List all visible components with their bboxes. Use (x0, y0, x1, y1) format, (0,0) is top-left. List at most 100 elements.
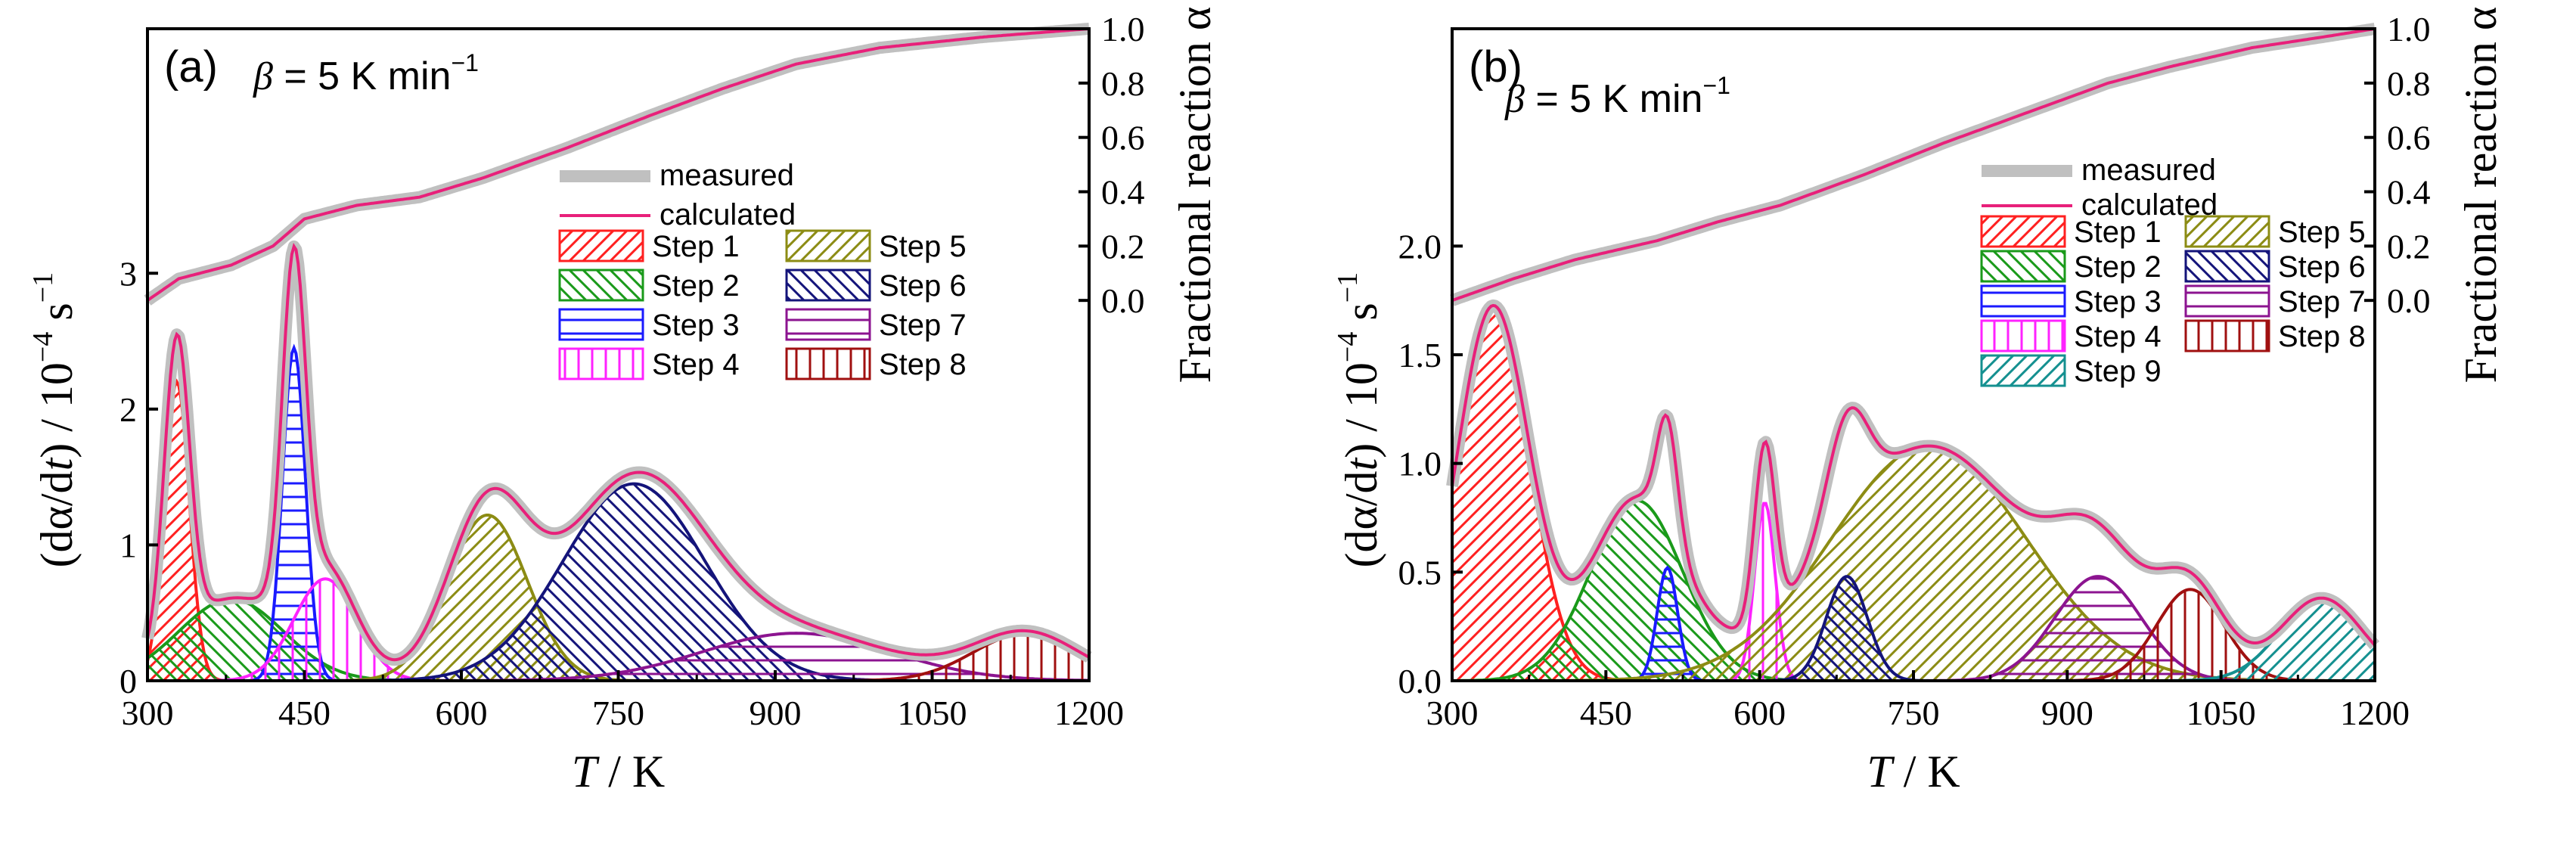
panel-label: (a) (164, 42, 218, 92)
x-tick-label: 1200 (1054, 694, 1124, 732)
y-left-tick-label: 1 (119, 526, 137, 564)
y-left-tick-label: 3 (119, 254, 137, 293)
y-right-tick-label: 1.0 (1101, 10, 1145, 48)
y-right-axis-title: Fractional reaction α (2456, 7, 2506, 383)
legend-measured-label: measured (660, 159, 794, 192)
x-tick-label: 1200 (2340, 694, 2410, 732)
legend-swatch-step-1 (1980, 215, 2066, 248)
legend-swatch-step-4 (1980, 319, 2066, 352)
step-area-5 (1452, 446, 2375, 681)
legend-label-step-2: Step 2 (652, 269, 740, 303)
x-tick-label: 900 (2041, 694, 2093, 732)
legend-label-step-1: Step 1 (2074, 216, 2162, 249)
y-right-tick-label: 0.0 (1101, 281, 1145, 320)
x-tick-label: 900 (750, 694, 802, 732)
step-area-4 (147, 579, 1089, 681)
x-tick-label: 600 (1733, 694, 1786, 732)
step-area-6 (147, 483, 1089, 681)
panel-b: 300 450 600 750 900 1050 1200 0.0 0.5 1.0 1.5 2.0 0.… (1332, 7, 2506, 796)
legend-label-step-5: Step 5 (2278, 216, 2366, 249)
legend-swatch-step-2 (558, 269, 644, 302)
legend-label-step-3: Step 3 (2074, 285, 2162, 318)
legend-swatch-step-5 (2184, 215, 2270, 248)
y-left-axis-title: (dα/dt) / 10−4 s−1 (27, 272, 82, 568)
y-left-tick-label: 1.0 (1398, 445, 1442, 483)
x-tick-label: 1050 (898, 694, 967, 732)
y-right-tick-label: 0.6 (1101, 119, 1145, 157)
legend-label-step-9: Step 9 (2074, 355, 2162, 388)
y-right-tick-label: 0.0 (2387, 281, 2431, 320)
x-tick-label: 750 (1888, 694, 1940, 732)
step-area-9 (1452, 598, 2375, 681)
legend-calculated-label: calculated (660, 198, 796, 231)
x-tick-label: 600 (436, 694, 488, 732)
x-tick-label: 450 (278, 694, 331, 732)
legend-swatch-step-9 (1980, 354, 2066, 387)
legend-swatch-step-3 (1980, 284, 2066, 318)
legend-swatch-step-8 (2184, 319, 2270, 352)
y-left-tick-label: 2 (119, 390, 137, 429)
x-axis-title: T / K (1867, 747, 1960, 796)
y-right-tick-label: 0.6 (2387, 119, 2431, 157)
panel-a: 300 450 600 750 900 1050 1200 0 1 2 3 0.0 0.2 0.4 0.6 0… (27, 7, 1220, 796)
legend-swatch-step-3 (558, 308, 644, 341)
y-left-tick-label: 0 (119, 662, 137, 700)
y-left-tick-label: 0.5 (1398, 553, 1442, 592)
y-right-tick-label: 0.2 (2387, 227, 2431, 265)
y-left-tick-label: 2.0 (1398, 227, 1442, 265)
legend-label-step-7: Step 7 (2278, 285, 2366, 318)
x-tick-label: 300 (1426, 694, 1479, 732)
x-tick-label: 1050 (2186, 694, 2256, 732)
legend-swatch-step-8 (785, 347, 871, 380)
legend-label-step-7: Step 7 (879, 309, 967, 342)
legend-label-step-5: Step 5 (879, 230, 967, 263)
x-tick-label: 450 (1580, 694, 1632, 732)
legend-swatch-step-5 (785, 229, 871, 262)
heating-rate-annotation: β = 5 K min−1 (1504, 72, 1730, 121)
step-area-8 (1452, 589, 2375, 681)
legend-swatch-step-2 (1980, 250, 2066, 283)
x-tick-label: 300 (122, 694, 174, 732)
step-area-2 (147, 599, 1089, 681)
legend-label-step-4: Step 4 (652, 348, 740, 381)
y-left-axis-title: (dα/dt) / 10−4 s−1 (1332, 272, 1386, 568)
y-right-axis-title: Fractional reaction α (1170, 7, 1220, 383)
calculated-fraction-curve (1451, 27, 2376, 303)
y-right-tick-label: 0.4 (2387, 173, 2431, 212)
y-right-tick-label: 0.8 (2387, 64, 2431, 103)
legend-label-step-3: Step 3 (652, 309, 740, 342)
y-right-tick-label: 0.8 (1101, 64, 1145, 103)
step-area-8 (147, 633, 1089, 681)
step-area-1 (1452, 306, 2375, 681)
calculated-rate-curve (146, 243, 1090, 662)
x-tick-label: 750 (592, 694, 644, 732)
legend-label-step-6: Step 6 (2278, 250, 2366, 284)
legend-swatch-step-4 (558, 347, 644, 380)
y-right-tick-label: 0.4 (1101, 173, 1145, 212)
legend-label-step-8: Step 8 (2278, 320, 2366, 353)
legend-label-step-8: Step 8 (879, 348, 967, 381)
legend-label-step-6: Step 6 (879, 269, 967, 303)
y-right-tick-label: 1.0 (2387, 10, 2431, 48)
legend-label-step-2: Step 2 (2074, 250, 2162, 284)
calculated-fraction-curve (146, 27, 1090, 302)
legend-swatch-step-1 (558, 229, 644, 262)
legend-label-step-4: Step 4 (2074, 320, 2162, 353)
legend-swatch-step-7 (2184, 284, 2270, 318)
legend-label-step-1: Step 1 (652, 230, 740, 263)
legend-swatch-step-6 (785, 269, 871, 302)
y-right-tick-label: 0.2 (1101, 227, 1145, 265)
y-left-tick-label: 0.0 (1398, 662, 1442, 700)
step-area-3 (1452, 567, 2375, 681)
x-axis-title: T / K (572, 747, 665, 796)
legend-measured-label: measured (2081, 154, 2216, 187)
panel-label: (b) (1469, 42, 1522, 92)
calculated-rate-curve (1451, 303, 2376, 647)
heating-rate-annotation: β = 5 K min−1 (253, 49, 479, 98)
legend-swatch-step-7 (785, 308, 871, 341)
y-left-tick-label: 1.5 (1398, 336, 1442, 374)
legend-swatch-step-6 (2184, 250, 2270, 283)
